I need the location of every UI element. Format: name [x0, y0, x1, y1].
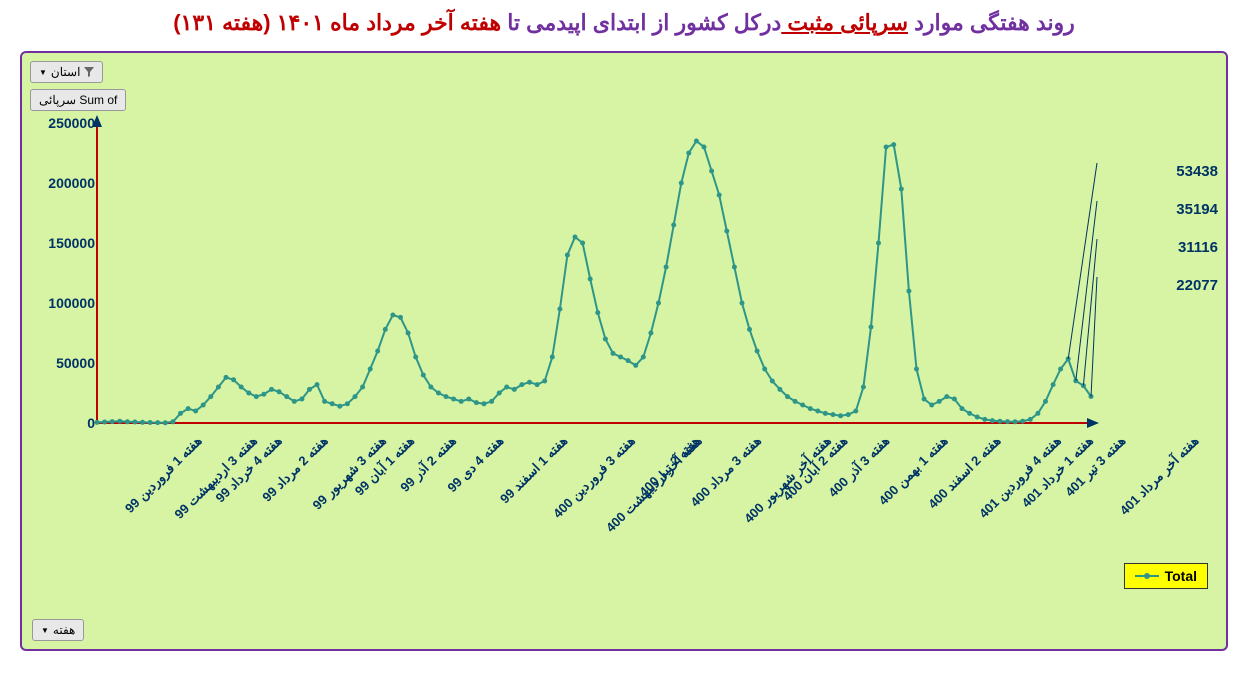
- dropdown-icon: ▼: [41, 626, 49, 635]
- chart-container: استان ▼ Sum of سرپائی 050000100000150000…: [20, 51, 1228, 651]
- y-axis-label: Sum of سرپائی: [30, 89, 126, 111]
- week-filter-button[interactable]: هفته ▼: [32, 619, 84, 641]
- chart-title: روند هفتگی موارد سرپائی مثبت درکل کشور ا…: [0, 0, 1248, 46]
- chart-svg: [97, 123, 1091, 423]
- legend-label: Total: [1165, 568, 1197, 584]
- chart-plot-area: [97, 123, 1091, 423]
- y-axis-ticks: 050000100000150000200000250000: [37, 123, 95, 423]
- dropdown-icon: ▼: [39, 68, 47, 77]
- filter-icon: [84, 67, 94, 77]
- chart-legend: Total: [1124, 563, 1208, 589]
- legend-marker: [1135, 575, 1159, 577]
- province-filter-label: استان: [51, 65, 80, 79]
- x-axis-ticks: هفته 1 فروردین 99هفته 3 اردیبهشت 99هفته …: [97, 428, 1091, 598]
- week-filter-label: هفته: [53, 623, 75, 637]
- province-filter-button[interactable]: استان ▼: [30, 61, 103, 83]
